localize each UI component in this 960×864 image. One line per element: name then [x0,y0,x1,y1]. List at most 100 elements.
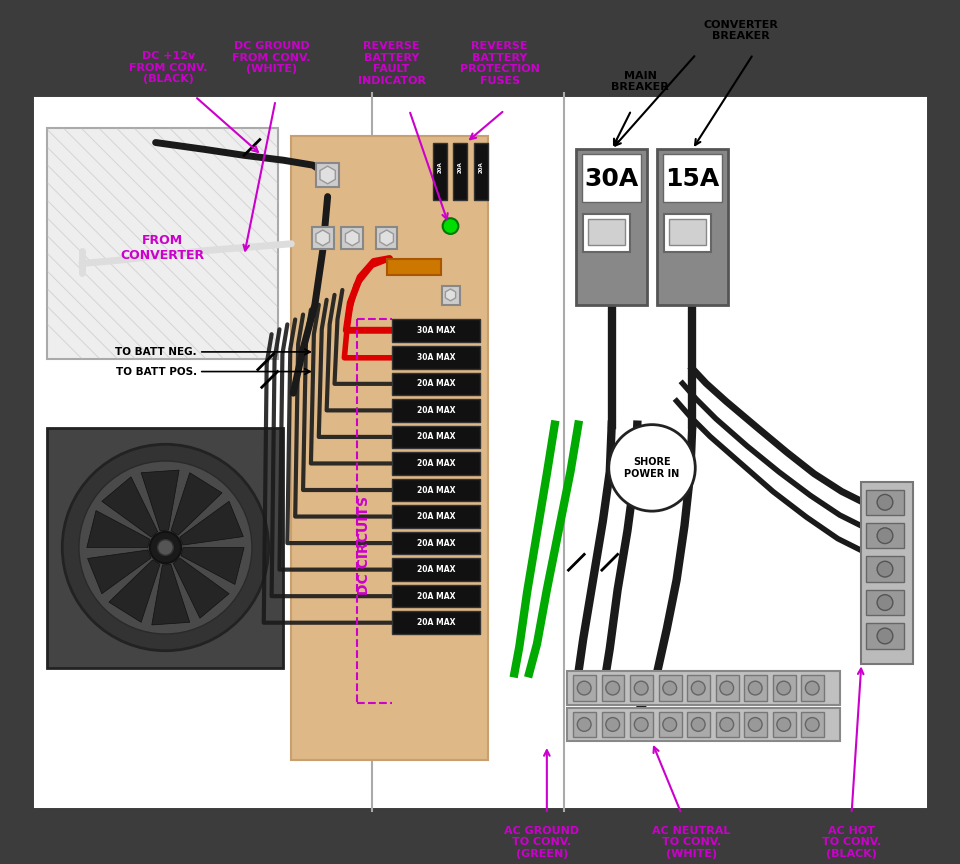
Polygon shape [102,477,157,537]
Bar [392,585,480,607]
Polygon shape [445,289,456,301]
Bar [312,227,333,249]
Text: DC GROUND
FROM CONV.
(WHITE): DC GROUND FROM CONV. (WHITE) [232,41,311,74]
Circle shape [62,444,269,651]
Circle shape [606,718,619,731]
Circle shape [749,681,762,695]
Bar [669,219,707,245]
Bar [802,676,824,701]
Bar [659,676,682,701]
Bar [573,676,596,701]
Circle shape [691,681,705,695]
Circle shape [749,718,762,731]
Bar [631,712,653,737]
Bar [392,320,480,342]
Bar [866,490,903,515]
Bar [662,155,722,201]
Text: 30A MAX: 30A MAX [417,327,455,335]
Text: 20A MAX: 20A MAX [417,379,455,388]
Polygon shape [380,230,394,245]
Bar [866,623,903,649]
Text: TO BATT NEG.: TO BATT NEG. [115,347,197,357]
Polygon shape [173,558,229,618]
Text: REVERSE
BATTERY
PROTECTION
FUSES: REVERSE BATTERY PROTECTION FUSES [460,41,540,86]
Text: AC GROUND
TO CONV.
(GREEN): AC GROUND TO CONV. (GREEN) [504,826,580,859]
Bar [584,214,631,251]
Polygon shape [152,564,190,625]
Bar [744,676,767,701]
Bar [802,712,824,737]
Circle shape [635,681,648,695]
Bar [861,481,913,664]
Polygon shape [346,230,359,245]
Bar [392,346,480,369]
Polygon shape [316,230,329,245]
Bar [392,558,480,581]
Text: 30A: 30A [585,167,638,191]
Circle shape [662,681,677,695]
Bar [392,372,480,395]
Bar [866,523,903,549]
Circle shape [805,681,819,695]
Bar [291,136,488,759]
Bar [442,286,461,305]
Bar [392,612,480,634]
Bar [687,676,710,701]
Text: AC NEUTRAL
TO CONV.
(WHITE): AC NEUTRAL TO CONV. (WHITE) [652,826,731,859]
Bar [30,93,930,811]
Bar [866,556,903,582]
Bar [566,708,840,741]
Bar [392,399,480,422]
Bar [659,712,682,737]
Circle shape [720,681,733,695]
Bar [663,214,711,251]
Circle shape [877,628,893,644]
Bar [716,676,738,701]
Circle shape [79,461,252,634]
Text: 20A MAX: 20A MAX [417,486,455,494]
Text: 30A MAX: 30A MAX [417,353,455,362]
Text: 20A MAX: 20A MAX [417,459,455,468]
Bar [687,712,710,737]
Bar [744,712,767,737]
Circle shape [691,718,705,731]
Bar [773,676,796,701]
Text: DC +12v
FROM CONV.
(BLACK): DC +12v FROM CONV. (BLACK) [130,51,207,85]
Text: 15A: 15A [665,167,719,191]
Circle shape [805,718,819,731]
Circle shape [662,718,677,731]
Text: MAIN
BREAKER: MAIN BREAKER [612,71,669,92]
Circle shape [877,528,893,543]
Circle shape [877,494,893,510]
Polygon shape [320,166,335,184]
Bar [588,219,626,245]
Polygon shape [86,511,150,548]
Bar [392,479,480,501]
Bar [453,143,468,200]
Circle shape [777,681,791,695]
Circle shape [777,718,791,731]
Bar [375,227,397,249]
Bar [392,426,480,448]
Bar [716,712,738,737]
Bar [433,143,446,200]
Bar [657,149,728,305]
Polygon shape [141,470,180,530]
Bar [582,155,641,201]
Text: 20A: 20A [437,162,443,173]
Text: 20A MAX: 20A MAX [417,565,455,574]
Text: TO BATT POS.: TO BATT POS. [116,366,197,377]
Circle shape [877,594,893,611]
Text: 20A MAX: 20A MAX [417,619,455,627]
Bar [573,712,596,737]
Circle shape [635,718,648,731]
Circle shape [609,424,695,511]
Bar [392,531,480,555]
Text: REVERSE
BATTERY
FAULT
INDICATOR: REVERSE BATTERY FAULT INDICATOR [357,41,425,86]
Bar [602,712,625,737]
Text: 20A: 20A [478,162,484,173]
Bar [566,671,840,705]
Circle shape [720,718,733,731]
Circle shape [157,540,174,556]
Bar [392,452,480,475]
